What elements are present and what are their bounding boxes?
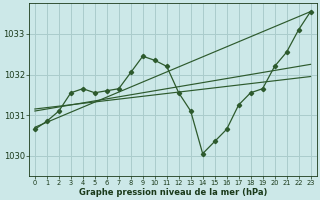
X-axis label: Graphe pression niveau de la mer (hPa): Graphe pression niveau de la mer (hPa) — [78, 188, 267, 197]
